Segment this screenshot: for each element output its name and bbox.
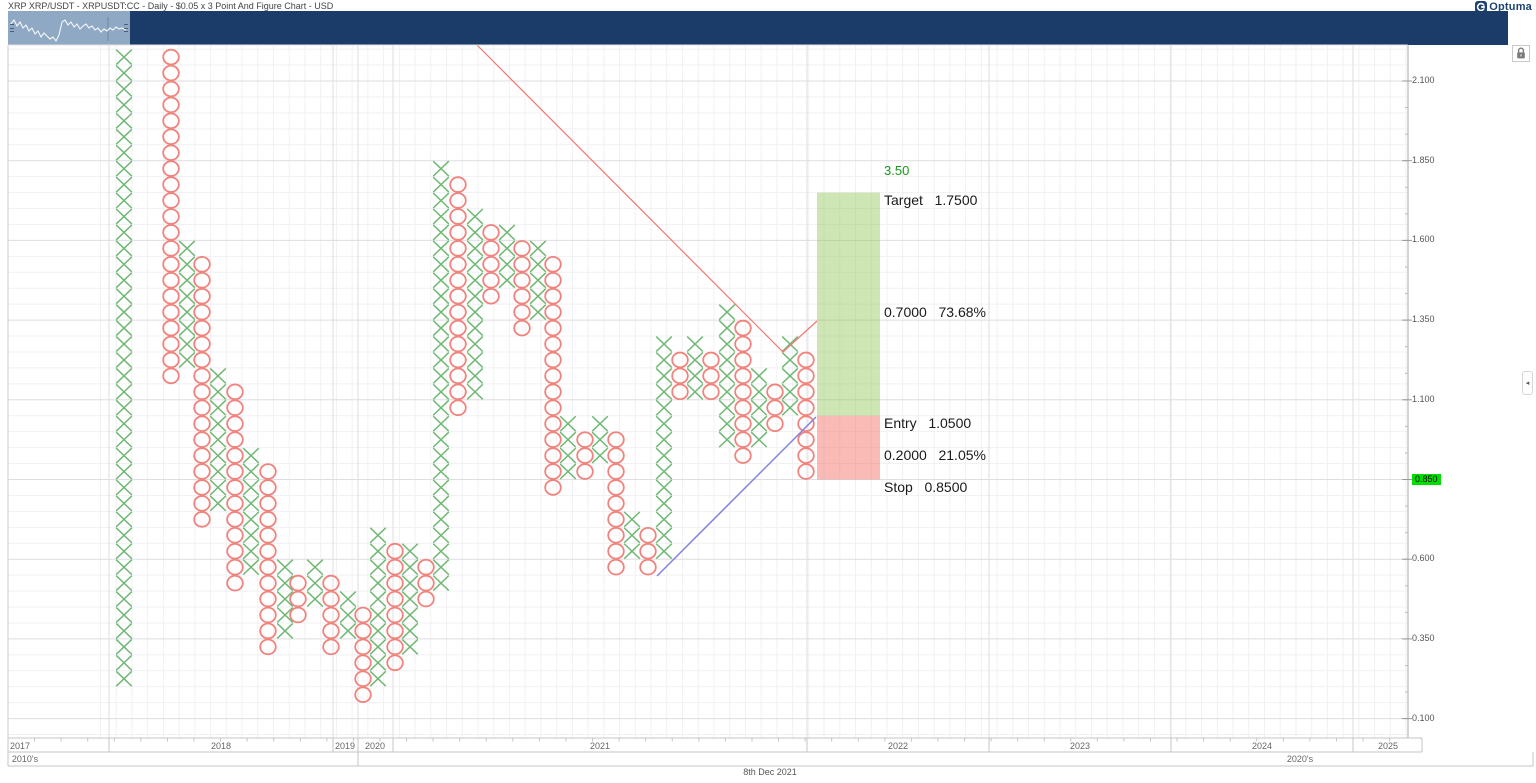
o-column	[607, 431, 625, 576]
x-column	[655, 335, 673, 560]
lock-button[interactable]	[1512, 45, 1530, 62]
lock-icon	[1517, 47, 1525, 59]
x-column	[498, 224, 516, 289]
range-handle-right[interactable]	[124, 24, 128, 32]
timeline-sparkline	[9, 17, 127, 43]
x-column	[115, 49, 133, 687]
chart-title: XRP XRP/USDT - XRPUSDT:CC - Daily - $0.0…	[8, 1, 334, 11]
x-column	[466, 208, 484, 400]
o-column	[576, 431, 594, 480]
y-axis-label: 0.350	[1412, 632, 1435, 643]
x-axis-year-label: 2018	[210, 741, 232, 751]
trade-annotation-label: 3.50	[884, 163, 910, 178]
o-column	[417, 558, 435, 608]
o-column	[162, 48, 180, 385]
x-column	[718, 304, 736, 448]
y-axis-label: 1.600	[1412, 234, 1435, 245]
trade-annotation-label: 0.2000 21.05%	[884, 447, 986, 463]
gridlines	[8, 45, 1408, 738]
x-axis-year-label: 2019	[334, 741, 356, 751]
x-axis-decade-label: 2010's	[11, 754, 39, 764]
brand-name: Optuma	[1489, 0, 1532, 13]
x-axis-year-label: 2024	[1251, 741, 1273, 751]
price-label-highlight: 0.850	[1412, 473, 1441, 485]
o-column	[322, 574, 340, 656]
o-column	[639, 526, 657, 576]
x-column	[339, 591, 357, 639]
x-column	[401, 543, 419, 655]
o-column	[513, 240, 531, 337]
x-column	[781, 335, 799, 416]
trade-annotation-label: Stop 0.8500	[884, 479, 968, 495]
x-column	[432, 160, 450, 592]
trade-annotation-label: 0.7000 73.68%	[884, 304, 986, 320]
stop-zone-box[interactable]	[817, 415, 880, 480]
o-column	[449, 176, 467, 417]
title-bar: XRP XRP/USDT - XRPUSDT:CC - Daily - $0.0…	[0, 0, 1536, 13]
x-column	[242, 447, 260, 576]
o-column	[797, 351, 815, 480]
o-column	[766, 383, 784, 433]
x-column	[276, 559, 294, 639]
uptrend-line[interactable]	[656, 416, 817, 577]
optuma-logo-icon	[1475, 0, 1488, 13]
date-axis	[7, 737, 1534, 767]
x-axis-year-label: 2017	[9, 741, 31, 751]
pnf-columns	[115, 48, 815, 703]
o-column	[734, 319, 752, 464]
o-column	[702, 351, 720, 401]
o-column	[193, 256, 211, 528]
o-column	[671, 351, 689, 401]
timeline-range-selector[interactable]	[8, 11, 130, 45]
y-axis-label: 1.350	[1412, 314, 1435, 325]
y-axis-label: 2.100	[1412, 75, 1435, 85]
y-axis-label: 0.100	[1412, 712, 1435, 723]
trade-zone[interactable]	[817, 192, 880, 480]
axes	[7, 44, 1412, 766]
o-column	[226, 383, 244, 592]
trade-annotation-label: Target 1.7500	[884, 192, 978, 208]
o-column	[482, 224, 500, 305]
x-column	[623, 511, 641, 560]
o-column	[544, 256, 562, 496]
timeline-navigator[interactable]	[8, 11, 1508, 45]
collapse-panel-button[interactable]: ◂	[1522, 371, 1533, 395]
x-column	[209, 367, 227, 512]
chevron-left-icon: ◂	[1525, 380, 1530, 387]
downtrend-line[interactable]	[476, 44, 818, 353]
y-axis-label: 1.850	[1412, 154, 1435, 165]
range-handle-left[interactable]	[10, 24, 14, 32]
x-column	[750, 367, 768, 448]
x-column	[529, 240, 547, 321]
x-column	[686, 335, 704, 400]
x-axis-year-label: 2022	[887, 741, 909, 751]
o-column	[259, 463, 277, 656]
trade-annotation-label: Entry 1.0500	[884, 415, 972, 431]
x-column	[306, 559, 324, 608]
x-axis-decade-label: 2020's	[1286, 754, 1314, 764]
o-column	[386, 542, 404, 672]
o-column	[354, 606, 372, 703]
optuma-logo: Optuma	[1475, 0, 1532, 13]
status-date: 8th Dec 2021	[743, 767, 797, 777]
x-column	[369, 527, 387, 687]
x-axis-year-label: 2023	[1069, 741, 1091, 751]
o-column	[289, 574, 307, 624]
x-column	[559, 415, 577, 480]
x-axis-year-label: 2021	[589, 741, 611, 751]
y-axis-label: 1.100	[1412, 393, 1435, 404]
x-axis-year-label: 2025	[1377, 741, 1399, 751]
x-axis-year-label: 2020	[364, 741, 386, 751]
target-zone-box[interactable]	[817, 192, 880, 416]
y-axis-label: 0.600	[1412, 553, 1435, 564]
x-column	[591, 415, 609, 464]
x-column	[178, 240, 196, 368]
